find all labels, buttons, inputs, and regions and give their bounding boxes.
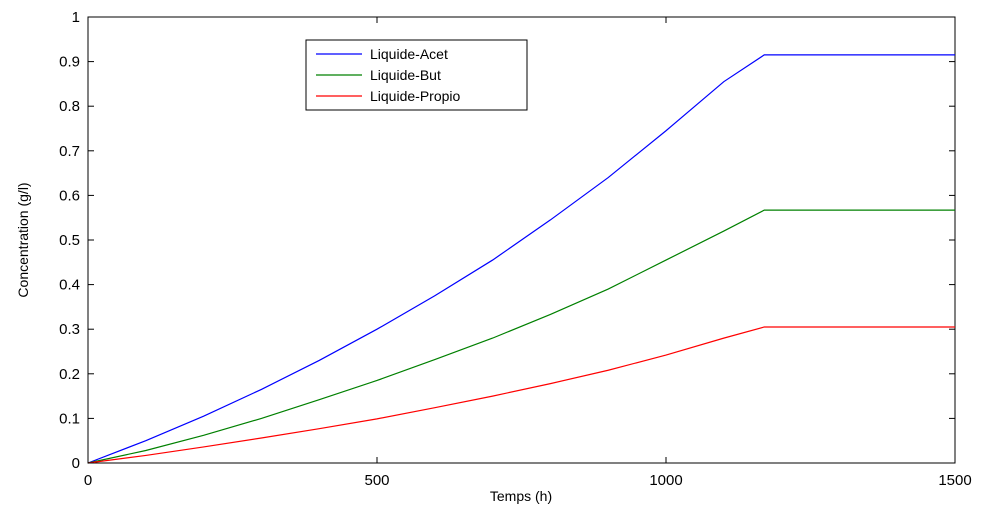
x-tick-label: 0 [84, 472, 92, 489]
x-axis-label: Temps (h) [490, 488, 552, 504]
series-layer [87, 54, 955, 464]
legend: Liquide-Acet Liquide-But Liquide-Propio [305, 39, 528, 111]
y-tick-label: 0.4 [59, 277, 80, 294]
x-axis: 0 500 1000 1500 [84, 17, 972, 489]
y-tick-label: 0.1 [59, 410, 80, 427]
y-tick-label: 0.9 [59, 54, 80, 71]
y-tick-label: 0.2 [59, 366, 80, 383]
legend-label-0: Liquide-Acet [370, 46, 448, 62]
legend-label-2: Liquide-Propio [370, 88, 460, 104]
x-tick-label: 500 [364, 472, 389, 489]
legend-label-1: Liquide-But [370, 67, 441, 83]
y-tick-label: 0.8 [59, 98, 80, 115]
series-line-0 [87, 54, 955, 464]
x-tick-label: 1500 [938, 472, 971, 489]
x-tick-label: 1000 [649, 472, 682, 489]
y-tick-label: 0.3 [59, 321, 80, 338]
series-line-1 [87, 209, 955, 464]
y-tick-label: 0.5 [59, 232, 80, 249]
y-tick-label: 0.6 [59, 187, 80, 204]
y-axis: 0 0.1 0.2 0.3 0.4 0.5 0.6 0.7 0.8 0.9 1 [59, 9, 955, 472]
y-tick-label: 0.7 [59, 143, 80, 160]
y-tick-label: 1 [72, 9, 80, 26]
y-axis-label: Concentration (g/l) [15, 182, 31, 297]
y-tick-label: 0 [72, 455, 80, 472]
series-line-2 [87, 326, 955, 464]
